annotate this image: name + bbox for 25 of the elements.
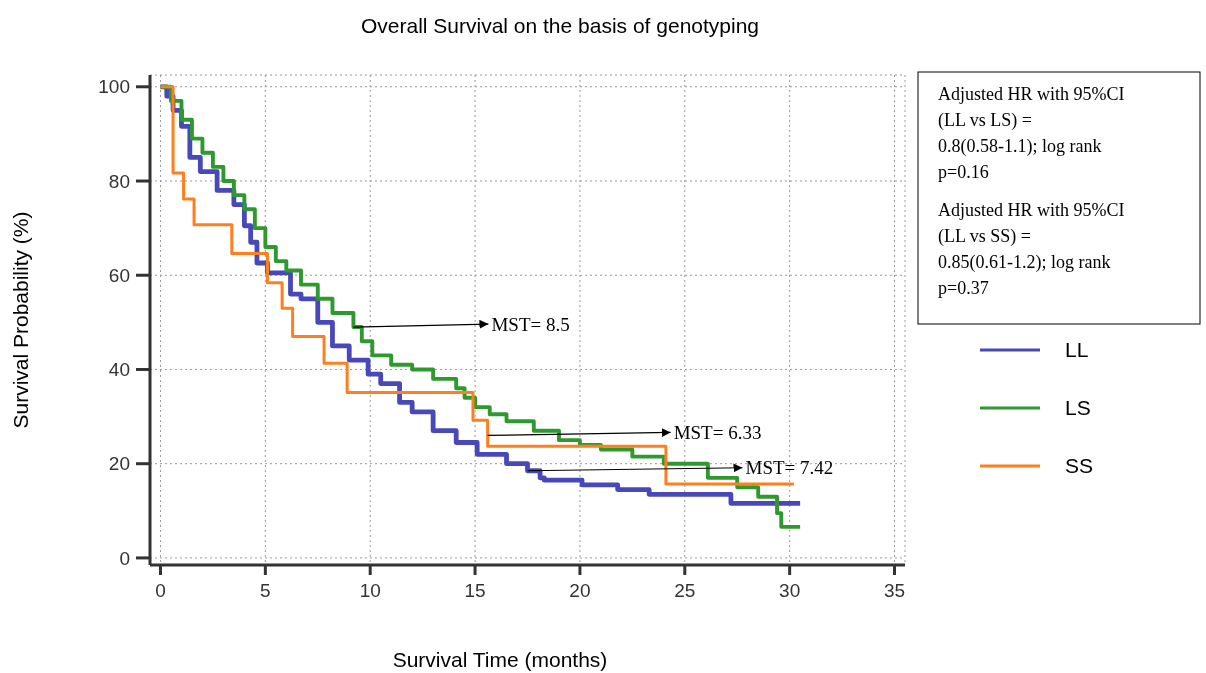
x-tick-label: 0 — [155, 580, 166, 601]
y-tick-label: 0 — [119, 547, 130, 569]
x-tick-label: 5 — [260, 580, 271, 601]
x-tick-label: 30 — [779, 580, 801, 601]
y-tick-label: 100 — [98, 76, 130, 98]
annotation: MST= 7.42 — [745, 457, 834, 479]
y-tick-label: 60 — [108, 264, 130, 286]
x-tick-label: 20 — [569, 580, 591, 601]
x-tick-label: 25 — [674, 580, 696, 601]
x-axis-title: Survival Time (months) — [392, 648, 608, 671]
x-tick-label: 10 — [359, 580, 381, 601]
chart-title: Overall Survival on the basis of genotyping — [360, 14, 760, 37]
y-tick-label: 80 — [108, 170, 130, 192]
legend-label: LL — [1065, 338, 1089, 362]
legend-label: LS — [1065, 396, 1091, 420]
y-tick-label: 20 — [108, 453, 130, 475]
y-axis-title: Survival Probability (%) — [9, 211, 32, 429]
y-tick-label: 40 — [108, 359, 130, 381]
annotation: MST= 6.33 — [673, 422, 762, 444]
x-tick-label: 35 — [883, 580, 906, 601]
text: Adjusted HR with 95%CI (LL vs SS) = 0.85(0.61-1.2); log rank p=0.37 — [938, 200, 1125, 298]
annotation: MST= 8.5 — [491, 313, 570, 335]
legend-label: SS — [1065, 454, 1094, 478]
x-tick-label: 15 — [464, 580, 486, 601]
text: Adjusted HR with 95%CI (LL vs LS) = 0.8(0.58-1.1); log rank p=0.16 — [938, 84, 1125, 182]
